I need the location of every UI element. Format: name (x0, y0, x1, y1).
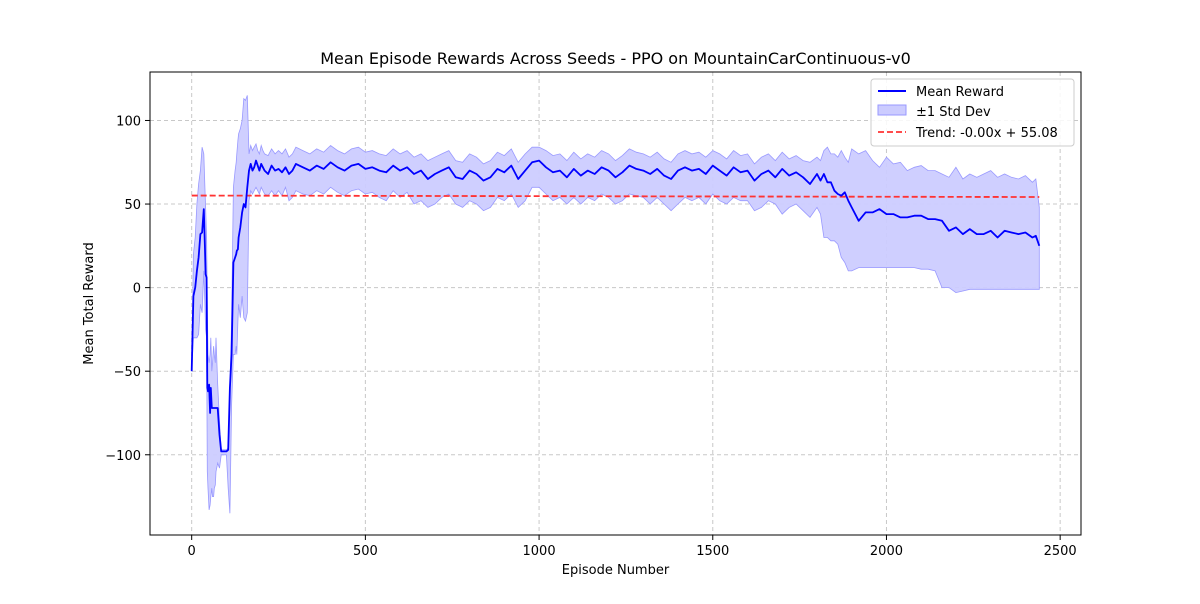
x-tick-layer: 0 500 1000 1500 2000 2500 (188, 535, 1077, 559)
y-tick-label: 100 (116, 114, 141, 129)
trend-line (191, 194, 1040, 198)
x-tick-label: 2000 (870, 544, 903, 559)
legend-label-mean: Mean Reward (916, 85, 1004, 100)
y-axis-label: Mean Total Reward (82, 242, 97, 364)
legend-frame (870, 78, 1075, 147)
y-tick-label: 0 (133, 282, 141, 297)
plot-frame (149, 71, 1082, 536)
y-tick-layer: −100 −50 0 50 100 (105, 114, 150, 464)
x-tick-label: 500 (353, 544, 378, 559)
legend-swatch-band (877, 104, 907, 116)
legend-label-trend: Trend: -0.00x + 55.08 (915, 126, 1058, 141)
x-tick-label: 1500 (696, 544, 729, 559)
x-axis-label: Episode Number (562, 563, 670, 578)
legend: Mean Reward ±1 Std Dev Trend: -0.00x + 5… (870, 78, 1075, 147)
x-tick-label: 1000 (523, 544, 556, 559)
x-tick-label: 2500 (1044, 544, 1077, 559)
y-tick-label: 50 (124, 198, 141, 213)
std-band-layer (191, 95, 1040, 514)
y-tick-label: −50 (114, 365, 141, 380)
legend-label-band: ±1 Std Dev (916, 105, 991, 120)
mean-reward-line (190, 159, 1041, 453)
mean-line-layer (190, 159, 1041, 453)
chart-title: Mean Episode Rewards Across Seeds - PPO … (320, 49, 911, 68)
std-dev-band (191, 95, 1040, 514)
x-tick-label: 0 (188, 544, 196, 559)
trend-line-layer (191, 194, 1040, 198)
y-tick-label: −100 (105, 449, 141, 464)
